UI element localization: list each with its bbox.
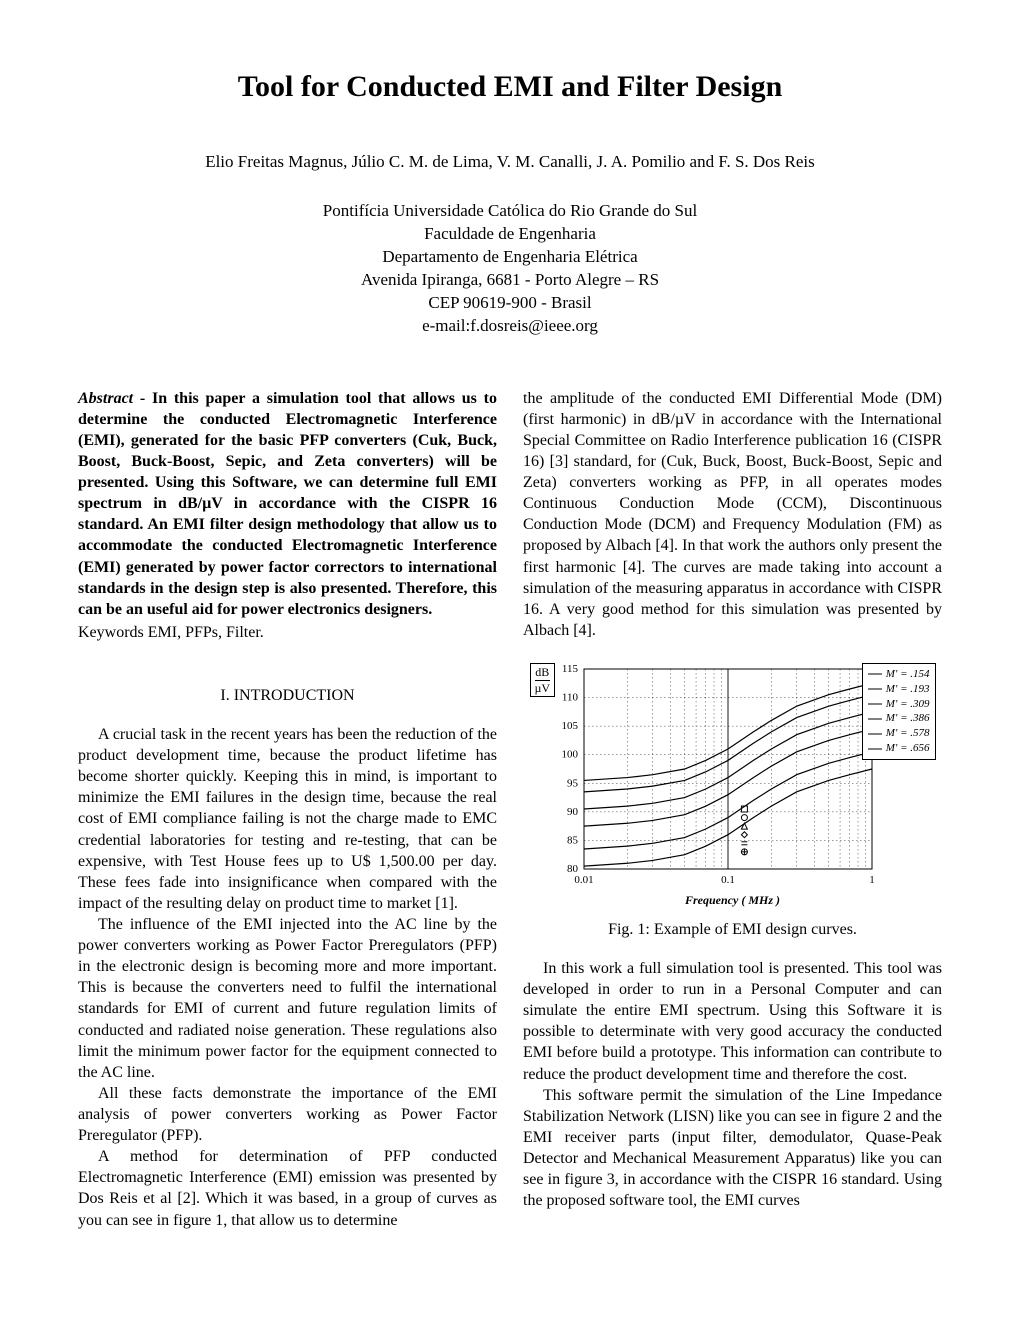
affil-line: Avenida Ipiranga, 6681 - Porto Alegre – … — [361, 270, 659, 289]
svg-text:1: 1 — [869, 874, 875, 886]
svg-text:105: 105 — [561, 720, 578, 732]
body-paragraph: The influence of the EMI injected into t… — [78, 914, 497, 1083]
y-axis-unit-box: dB µV — [530, 663, 556, 697]
legend-item: M' = .154 — [868, 667, 930, 682]
authors-line: Elio Freitas Magnus, Júlio C. M. de Lima… — [78, 152, 942, 172]
svg-text:110: 110 — [561, 692, 578, 704]
legend-item: M' = .578 — [868, 726, 930, 741]
left-column: Abstract - In this paper a simulation to… — [78, 388, 497, 1231]
abstract-label: Abstract — [78, 390, 133, 407]
abstract-block: Abstract - In this paper a simulation to… — [78, 388, 497, 620]
svg-text:0.1: 0.1 — [721, 874, 735, 886]
two-column-body: Abstract - In this paper a simulation to… — [78, 388, 942, 1231]
paper-title: Tool for Conducted EMI and Filter Design — [78, 70, 942, 104]
right-column: the amplitude of the conducted EMI Diffe… — [523, 388, 942, 1231]
affil-line: CEP 90619-900 - Brasil — [428, 293, 591, 312]
body-paragraph: A method for determination of PFP conduc… — [78, 1146, 497, 1230]
abstract-text: - In this paper a simulation tool that a… — [78, 390, 497, 618]
svg-text:115: 115 — [561, 663, 578, 675]
legend-item: M' = .386 — [868, 711, 930, 726]
svg-text:90: 90 — [567, 806, 579, 818]
affil-line: Departamento de Engenharia Elétrica — [382, 247, 637, 266]
affil-line: Faculdade de Engenharia — [424, 224, 596, 243]
figure-1-caption: Fig. 1: Example of EMI design curves. — [523, 919, 942, 940]
body-paragraph: the amplitude of the conducted EMI Diffe… — [523, 388, 942, 641]
legend-item: M' = .193 — [868, 682, 930, 697]
body-paragraph: This software permit the simulation of t… — [523, 1085, 942, 1212]
affil-line: Pontifícia Universidade Católica do Rio … — [323, 201, 697, 220]
yunit-db: dB — [535, 665, 549, 679]
svg-text:95: 95 — [567, 777, 579, 789]
body-paragraph: All these facts demonstrate the importan… — [78, 1083, 497, 1146]
emi-curves-chart: 808590951001051101150.010.11 dB µV M' = … — [528, 659, 938, 909]
affil-line: e-mail:f.dosreis@ieee.org — [422, 316, 598, 335]
keywords-line: Keywords EMI, PFPs, Filter. — [78, 622, 497, 643]
figure-1: 808590951001051101150.010.11 dB µV M' = … — [523, 659, 942, 909]
yunit-uv: µV — [535, 681, 551, 695]
legend-item: M' = .309 — [868, 697, 930, 712]
section-heading-intro: I. INTRODUCTION — [78, 685, 497, 706]
svg-text:100: 100 — [561, 749, 578, 761]
x-axis-label: Frequency ( MHz ) — [685, 893, 780, 909]
body-paragraph: In this work a full simulation tool is p… — [523, 958, 942, 1085]
body-paragraph: A crucial task in the recent years has b… — [78, 724, 497, 914]
affiliation-block: Pontifícia Universidade Católica do Rio … — [78, 200, 942, 338]
legend-item: M' = .656 — [868, 741, 930, 756]
svg-text:85: 85 — [567, 834, 579, 846]
chart-legend: M' = .154M' = .193M' = .309M' = .386M' =… — [862, 663, 936, 760]
svg-text:0.01: 0.01 — [574, 874, 593, 886]
